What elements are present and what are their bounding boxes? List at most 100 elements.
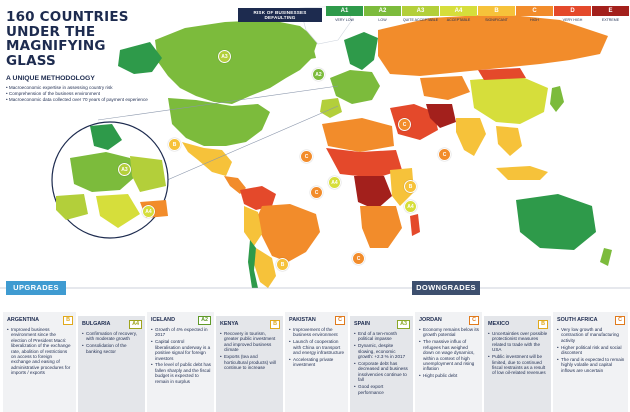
legend-chip: B <box>478 6 515 16</box>
map-canada <box>155 20 318 104</box>
card-point: The level of public debt has fallen shar… <box>151 362 211 384</box>
card-grade: A3 <box>397 319 410 329</box>
map-badge-b-kenya: B <box>404 180 417 193</box>
map-mexico <box>182 142 232 176</box>
card-grade: A2 <box>198 315 211 325</box>
card-point: Economy remains below its growth potenti… <box>419 327 479 338</box>
map-badge-c-brazil: C <box>310 186 323 199</box>
card-south-africa: SOUTH AFRICA C Very low growth and contr… <box>552 312 628 412</box>
card-grade: B <box>63 315 73 325</box>
map-iran <box>426 104 456 128</box>
legend-chip: C <box>516 6 553 16</box>
card-point: Good export performance <box>354 384 410 395</box>
map-iceland <box>302 50 316 60</box>
map-western-europe <box>330 70 380 104</box>
map-venezuela-colombia <box>240 186 276 210</box>
map-east-africa <box>390 168 414 206</box>
legend-chip: A4 <box>440 6 477 16</box>
map-badge-c-pakistan: C <box>398 118 411 131</box>
card-country: ARGENTINA <box>7 317 40 323</box>
card-point: Higher political risk and social discont… <box>557 345 625 356</box>
map-australia <box>516 194 596 250</box>
card-mexico: MEXICO B Uncertainties over possible pro… <box>483 316 551 412</box>
card-point: Recovery in tourism, greater public inve… <box>220 331 280 353</box>
card-country: PAKISTAN <box>289 317 316 323</box>
methodology-item: Macroeconomic expertise in assessing cou… <box>6 85 156 91</box>
map-badge-a4-egypt: A4 <box>328 176 341 189</box>
map-mongolia <box>478 68 526 80</box>
map-peru-bolivia <box>244 206 262 246</box>
card-iceland: ICELAND A2 Growth of 4% expected in 2017… <box>146 312 214 412</box>
card-point: Dynamic, despite slowing, economic growt… <box>354 343 410 359</box>
map-badge-a3-spain: A3 <box>118 163 131 176</box>
world-risk-map <box>51 5 612 288</box>
map-badge-b-argentina: B <box>276 258 289 271</box>
legend-item-b: B SIGNIFICANT <box>478 6 515 22</box>
legend-label: VERY HIGH <box>562 18 583 22</box>
legend-item-a3: A3 QUITE ACCEPTABLE <box>402 6 439 22</box>
map-north-africa <box>322 118 394 152</box>
card-point: Growth of 4% expected in 2017 <box>151 327 211 338</box>
legend-chip: A3 <box>402 6 439 16</box>
legend-label: EXTREME <box>601 18 620 22</box>
card-point: Launch of cooperation with China on tran… <box>289 339 345 355</box>
legend-chip: A2 <box>364 6 401 16</box>
legend-chip: A1 <box>326 6 363 16</box>
card-grade: C <box>469 315 479 325</box>
legend-label: HIGH <box>530 18 539 22</box>
map-argentina <box>254 248 276 288</box>
map-southern-africa <box>360 206 402 248</box>
legend-label: LOW <box>378 18 387 22</box>
map-chile <box>248 240 258 288</box>
card-grade: B <box>270 319 280 329</box>
card-point: Improved business environment since the … <box>7 327 73 376</box>
card-jordan: JORDAN C Economy remains below its growt… <box>414 312 482 412</box>
legend-item-e: E EXTREME <box>592 6 629 22</box>
card-grade: A4 <box>129 319 142 329</box>
legend-label: ACCEPTABLE <box>446 18 471 22</box>
map-badge-c-jordan: C <box>438 148 451 161</box>
magnifier-iberia <box>56 194 88 220</box>
map-sahel <box>326 148 402 178</box>
card-kenya: KENYA B Recovery in tourism, greater pub… <box>215 316 283 412</box>
title-block: 160 COUNTRIES UNDER THE MAGNIFYING GLASS… <box>6 10 156 104</box>
legend-item-a4: A4 ACCEPTABLE <box>440 6 477 22</box>
magnifier-italy-balkans <box>96 194 140 228</box>
magnifier-scandinavia <box>90 124 122 150</box>
map-middle-east <box>390 104 438 140</box>
map-central-africa <box>354 176 392 210</box>
map-japan <box>550 86 564 112</box>
map-central-america <box>224 176 246 194</box>
legend-title: RISK OF BUSINESSES DEFAULTING <box>238 8 322 22</box>
map-southeast-asia <box>496 126 522 156</box>
map-india <box>456 118 486 156</box>
card-point: Public investment will be limited, due t… <box>488 354 548 376</box>
card-point: Accelerating private investment <box>289 357 345 368</box>
map-alaska <box>118 42 162 74</box>
map-badge-a4-bulgaria: A4 <box>142 205 155 218</box>
map-scandinavia <box>344 32 378 70</box>
card-grade: C <box>615 315 625 325</box>
magnifier-eastern-europe <box>130 156 166 192</box>
map-indonesia <box>496 166 548 180</box>
map-badge-b-mexico: B <box>168 138 181 151</box>
methodology-item: Macroeconomic data collected over 70 yea… <box>6 97 156 103</box>
map-badge-a4-middle: A4 <box>404 200 417 213</box>
card-point: Exports (tea and horticultural products)… <box>220 354 280 370</box>
card-point: Capital control liberalisation underway … <box>151 339 211 361</box>
map-badge-a2-iceland: A2 <box>312 68 325 81</box>
downgrades-tab: DOWNGRADES <box>412 281 480 295</box>
legend-item-d: D VERY HIGH <box>554 6 591 22</box>
map-iberia <box>320 98 342 118</box>
card-point: The massive influx of refugees has weigh… <box>419 339 479 371</box>
map-badge-a3-canada: A3 <box>218 50 231 63</box>
card-country: MEXICO <box>488 321 510 327</box>
card-country: SPAIN <box>354 321 371 327</box>
legend-label: VERY LOW <box>335 18 354 22</box>
upgrades-tab: UPGRADES <box>6 281 66 295</box>
country-cards: ARGENTINA B Improved business environmen… <box>2 298 630 412</box>
magnifier-central-europe <box>70 152 136 192</box>
map-badge-c-turkey: C <box>300 150 313 163</box>
card-point: Uncertainties over possible protectionis… <box>488 331 548 353</box>
map-usa <box>168 98 270 146</box>
